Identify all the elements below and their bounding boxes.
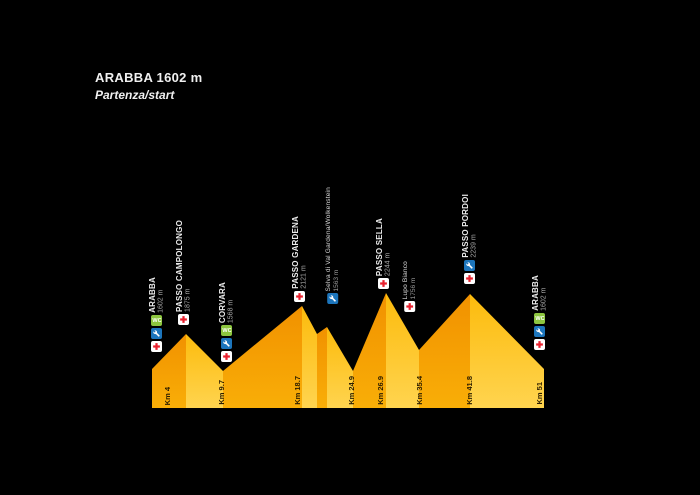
medical-cross-icon [151, 341, 163, 352]
km-marker: Km 18.7 [293, 376, 302, 405]
profile-segment-descent [386, 293, 419, 408]
wc-icon: WC [221, 325, 233, 336]
wc-icon: WC [151, 315, 163, 326]
medical-cross-icon [464, 273, 476, 284]
profile-segment-descent [302, 306, 317, 408]
medical-cross-icon [404, 301, 416, 312]
station-passo-gardena: PASSO GARDENA 2121 m [291, 216, 309, 302]
profile-segment-descent [186, 334, 223, 408]
wc-icon: WC [534, 313, 546, 324]
km-marker: Km 24.9 [347, 376, 356, 405]
profile-segment-descent [470, 294, 544, 408]
profile-segment-climb [353, 293, 386, 408]
km-marker: Km 41.8 [465, 376, 474, 405]
medical-cross-icon [178, 314, 190, 325]
medical-cross-icon [378, 278, 390, 289]
station-arabba-start: ARABBA 1602 m WC [148, 277, 166, 352]
start-subtitle: Partenza/start [95, 88, 175, 102]
service-wrench-icon [151, 328, 163, 339]
profile-segment-climb [419, 294, 470, 408]
start-title-block: ARABBA 1602 m Partenza/start [95, 70, 202, 102]
station-arabba-finish: ARABBA 1602 m WC [531, 275, 549, 350]
station-selva-val-gardena: Selva di Val Gardena/Wolkenstein 1563 m [325, 187, 341, 304]
profile-segment-climb [317, 327, 327, 408]
medical-cross-icon [294, 291, 306, 302]
station-lupo-bianco: Lupo Bianco 1756 m [402, 261, 418, 312]
profile-segment-descent [327, 327, 353, 408]
service-wrench-icon [464, 260, 476, 271]
km-marker: Km 26.9 [376, 376, 385, 405]
service-wrench-icon [534, 326, 546, 337]
km-marker: Km 9.7 [217, 380, 226, 405]
profile-segment-climb [223, 306, 302, 408]
start-location-title: ARABBA 1602 m [95, 70, 203, 85]
km-marker: Km 4 [163, 386, 172, 405]
medical-cross-icon [534, 339, 546, 350]
station-passo-sella: PASSO SELLA 2244 m [375, 218, 393, 289]
service-wrench-icon [221, 338, 233, 349]
station-corvara: CORVARA 1568 m WC [218, 282, 236, 362]
station-passo-campolongo: PASSO CAMPOLONGO 1875 m [175, 220, 193, 325]
km-marker: Km 51 [535, 382, 544, 405]
service-wrench-icon [327, 293, 339, 304]
station-passo-pordoi: PASSO PORDOI 2239 m [461, 194, 479, 284]
medical-cross-icon [221, 351, 233, 362]
km-marker: Km 35.4 [415, 376, 424, 405]
profile-segment-climb [152, 334, 186, 408]
